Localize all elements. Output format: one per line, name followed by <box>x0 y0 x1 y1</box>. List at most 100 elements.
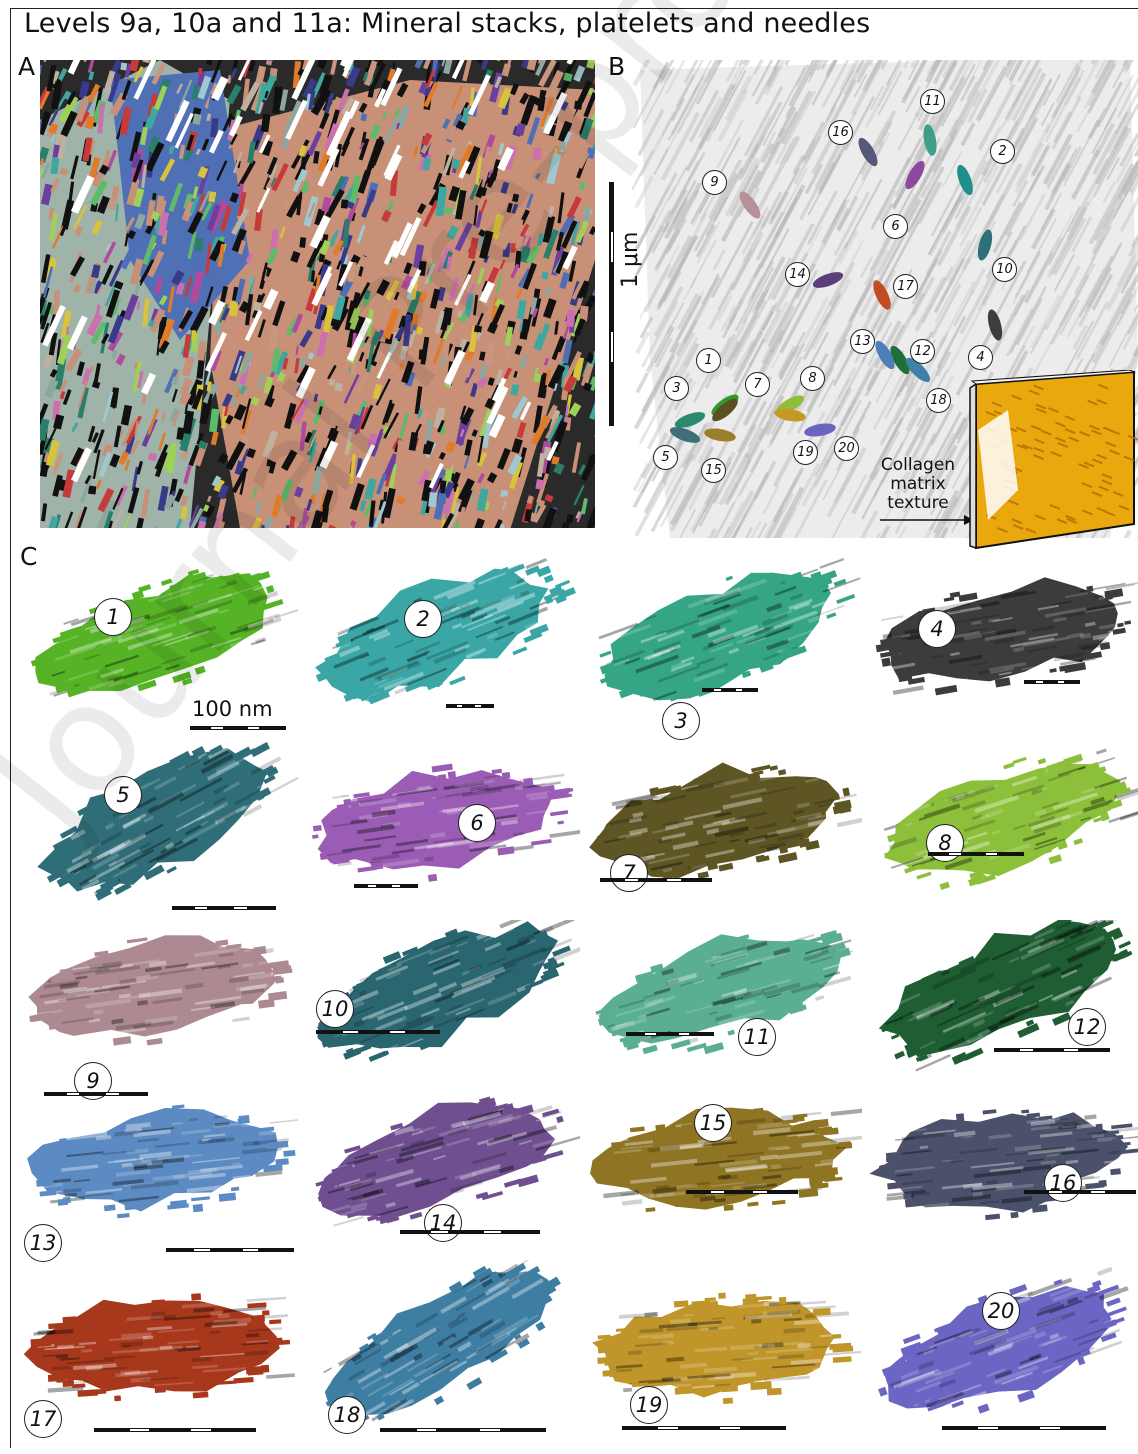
crystal-scale-bar-11 <box>626 1032 714 1036</box>
panel-b-marker-5: 5 <box>653 445 678 470</box>
crystal-scale-bar-15 <box>686 1190 798 1194</box>
collagen-texture-label: Collagen matrix texture <box>870 456 966 513</box>
crystal-render-11 <box>595 921 861 1055</box>
crystal-render-15 <box>590 1107 862 1213</box>
panel-b-crystal-20 <box>804 423 836 437</box>
panel-b-crystal-19 <box>774 408 806 422</box>
crystal-cell-19: 19 <box>578 1260 862 1450</box>
panel-label-a: A <box>18 52 36 81</box>
crystal-cell-6: 6 <box>296 738 580 922</box>
crystal-cell-14: 14 <box>296 1080 580 1260</box>
scale-bar-100nm-label: 100 nm <box>192 697 273 721</box>
crystal-render-14 <box>315 1096 580 1227</box>
crystal-render-12 <box>878 920 1133 1072</box>
crystal-cell-10: 10 <box>296 920 580 1080</box>
crystal-cell-13: 13 <box>14 1080 298 1262</box>
crystal-cell-18: 18 <box>296 1260 580 1450</box>
panel-b-marker-2: 2 <box>990 139 1015 164</box>
panel-b-crystal-6 <box>905 160 925 190</box>
crystal-render-19 <box>592 1292 862 1405</box>
crystal-label-5: 5 <box>104 776 142 814</box>
crystal-cell-5: 5 <box>14 738 298 922</box>
crystal-render-17 <box>23 1293 298 1402</box>
collagen-label-line-3: texture <box>887 493 949 513</box>
panel-b-crystal-15 <box>704 428 736 442</box>
crystal-label-7: 7 <box>610 854 648 892</box>
crystal-scale-bar-12 <box>994 1048 1110 1052</box>
panel-b-marker-14: 14 <box>785 262 810 287</box>
panel-b-crystal-4 <box>987 309 1003 341</box>
crystal-cell-20: 20 <box>860 1260 1138 1450</box>
crystal-cell-17: 17 <box>14 1260 298 1450</box>
crystal-scale-bar-4 <box>1024 680 1080 684</box>
crystal-render-4 <box>875 577 1138 696</box>
panel-b-marker-8: 8 <box>800 366 825 391</box>
panel-label-b: B <box>608 52 626 81</box>
panel-b-marker-13: 13 <box>850 329 875 354</box>
panel-b-crystal-16 <box>858 137 878 167</box>
panel-b-crystal-17 <box>873 280 891 310</box>
panel-b-marker-10: 10 <box>992 257 1017 282</box>
crystal-render-5 <box>37 738 298 901</box>
collagen-label-line-2: matrix <box>890 474 946 494</box>
crystal-cell-1: 1 <box>14 552 298 736</box>
crystal-cell-2: 2 <box>296 552 580 736</box>
crystal-scale-bar-17 <box>94 1428 256 1432</box>
scale-bar-1um <box>609 182 614 426</box>
panel-b-crystal-7 <box>712 398 738 422</box>
crystal-cell-16: 16 <box>860 1080 1138 1260</box>
crystal-scale-bar-10 <box>316 1030 440 1034</box>
crystal-render-13 <box>27 1104 298 1219</box>
panel-b-marker-1: 1 <box>696 348 721 373</box>
crystal-render-10 <box>317 920 580 1062</box>
segmentation-volume-image <box>40 60 595 528</box>
crystal-render-3 <box>598 557 861 702</box>
crystal-scale-bar-16 <box>1024 1190 1136 1194</box>
collagen-arrow <box>880 515 974 525</box>
crystal-render-20 <box>878 1266 1138 1414</box>
crystal-render-16 <box>869 1109 1138 1221</box>
panel-b-marker-20: 20 <box>834 436 859 461</box>
crystal-scale-bar-8 <box>928 852 1024 856</box>
crystal-scale-bar-3 <box>702 688 758 692</box>
panel-b-marker-19: 19 <box>793 440 818 465</box>
panel-b-crystal-9 <box>739 191 761 219</box>
crystal-scale-bar-1 <box>190 726 286 730</box>
crystal-label-12: 12 <box>1068 1008 1106 1046</box>
crystal-label-6: 6 <box>458 804 496 842</box>
crystal-label-3: 3 <box>662 702 700 740</box>
panel-b-marker-18: 18 <box>926 388 951 413</box>
crystal-scale-bar-18 <box>380 1428 546 1432</box>
panel-b-crystal-13 <box>875 340 895 370</box>
panel-b-crystal-3 <box>674 412 706 428</box>
panel-b-marker-16: 16 <box>828 120 853 145</box>
crystal-label-10: 10 <box>316 990 354 1028</box>
crystal-scale-bar-5 <box>172 906 276 910</box>
figure-title: Levels 9a, 10a and 11a: Mineral stacks, … <box>24 8 871 39</box>
crystal-label-19: 19 <box>630 1386 668 1424</box>
crystal-label-13: 13 <box>24 1224 62 1262</box>
crystal-cell-3: 3 <box>578 552 862 740</box>
panel-b-crystal-18 <box>905 357 931 383</box>
crystal-render-9 <box>28 935 298 1046</box>
panel-b-marker-3: 3 <box>664 376 689 401</box>
crystal-cell-7: 7 <box>578 738 862 922</box>
crystal-render-8 <box>876 748 1138 891</box>
panel-b-marker-12: 12 <box>910 339 935 364</box>
crystal-cell-8: 8 <box>860 738 1138 922</box>
panel-label-c: C <box>20 542 38 571</box>
crystal-label-14: 14 <box>424 1204 462 1242</box>
crystal-label-8: 8 <box>926 824 964 862</box>
crystal-cell-12: 12 <box>860 920 1138 1080</box>
crystal-render-1 <box>30 559 298 711</box>
crystal-scale-bar-7 <box>600 878 712 882</box>
panel-b-marker-4: 4 <box>968 345 993 370</box>
crystal-scale-bar-19 <box>622 1426 786 1430</box>
crystal-cell-11: 11 <box>578 920 862 1080</box>
crystal-render-6 <box>312 763 580 882</box>
crystal-render-7 <box>589 762 862 882</box>
panel-b-marker-7: 7 <box>745 372 770 397</box>
crystal-cell-4: 4 <box>860 552 1138 736</box>
crystal-cell-15: 15 <box>578 1080 862 1260</box>
panel-b-marker-9: 9 <box>702 170 727 195</box>
